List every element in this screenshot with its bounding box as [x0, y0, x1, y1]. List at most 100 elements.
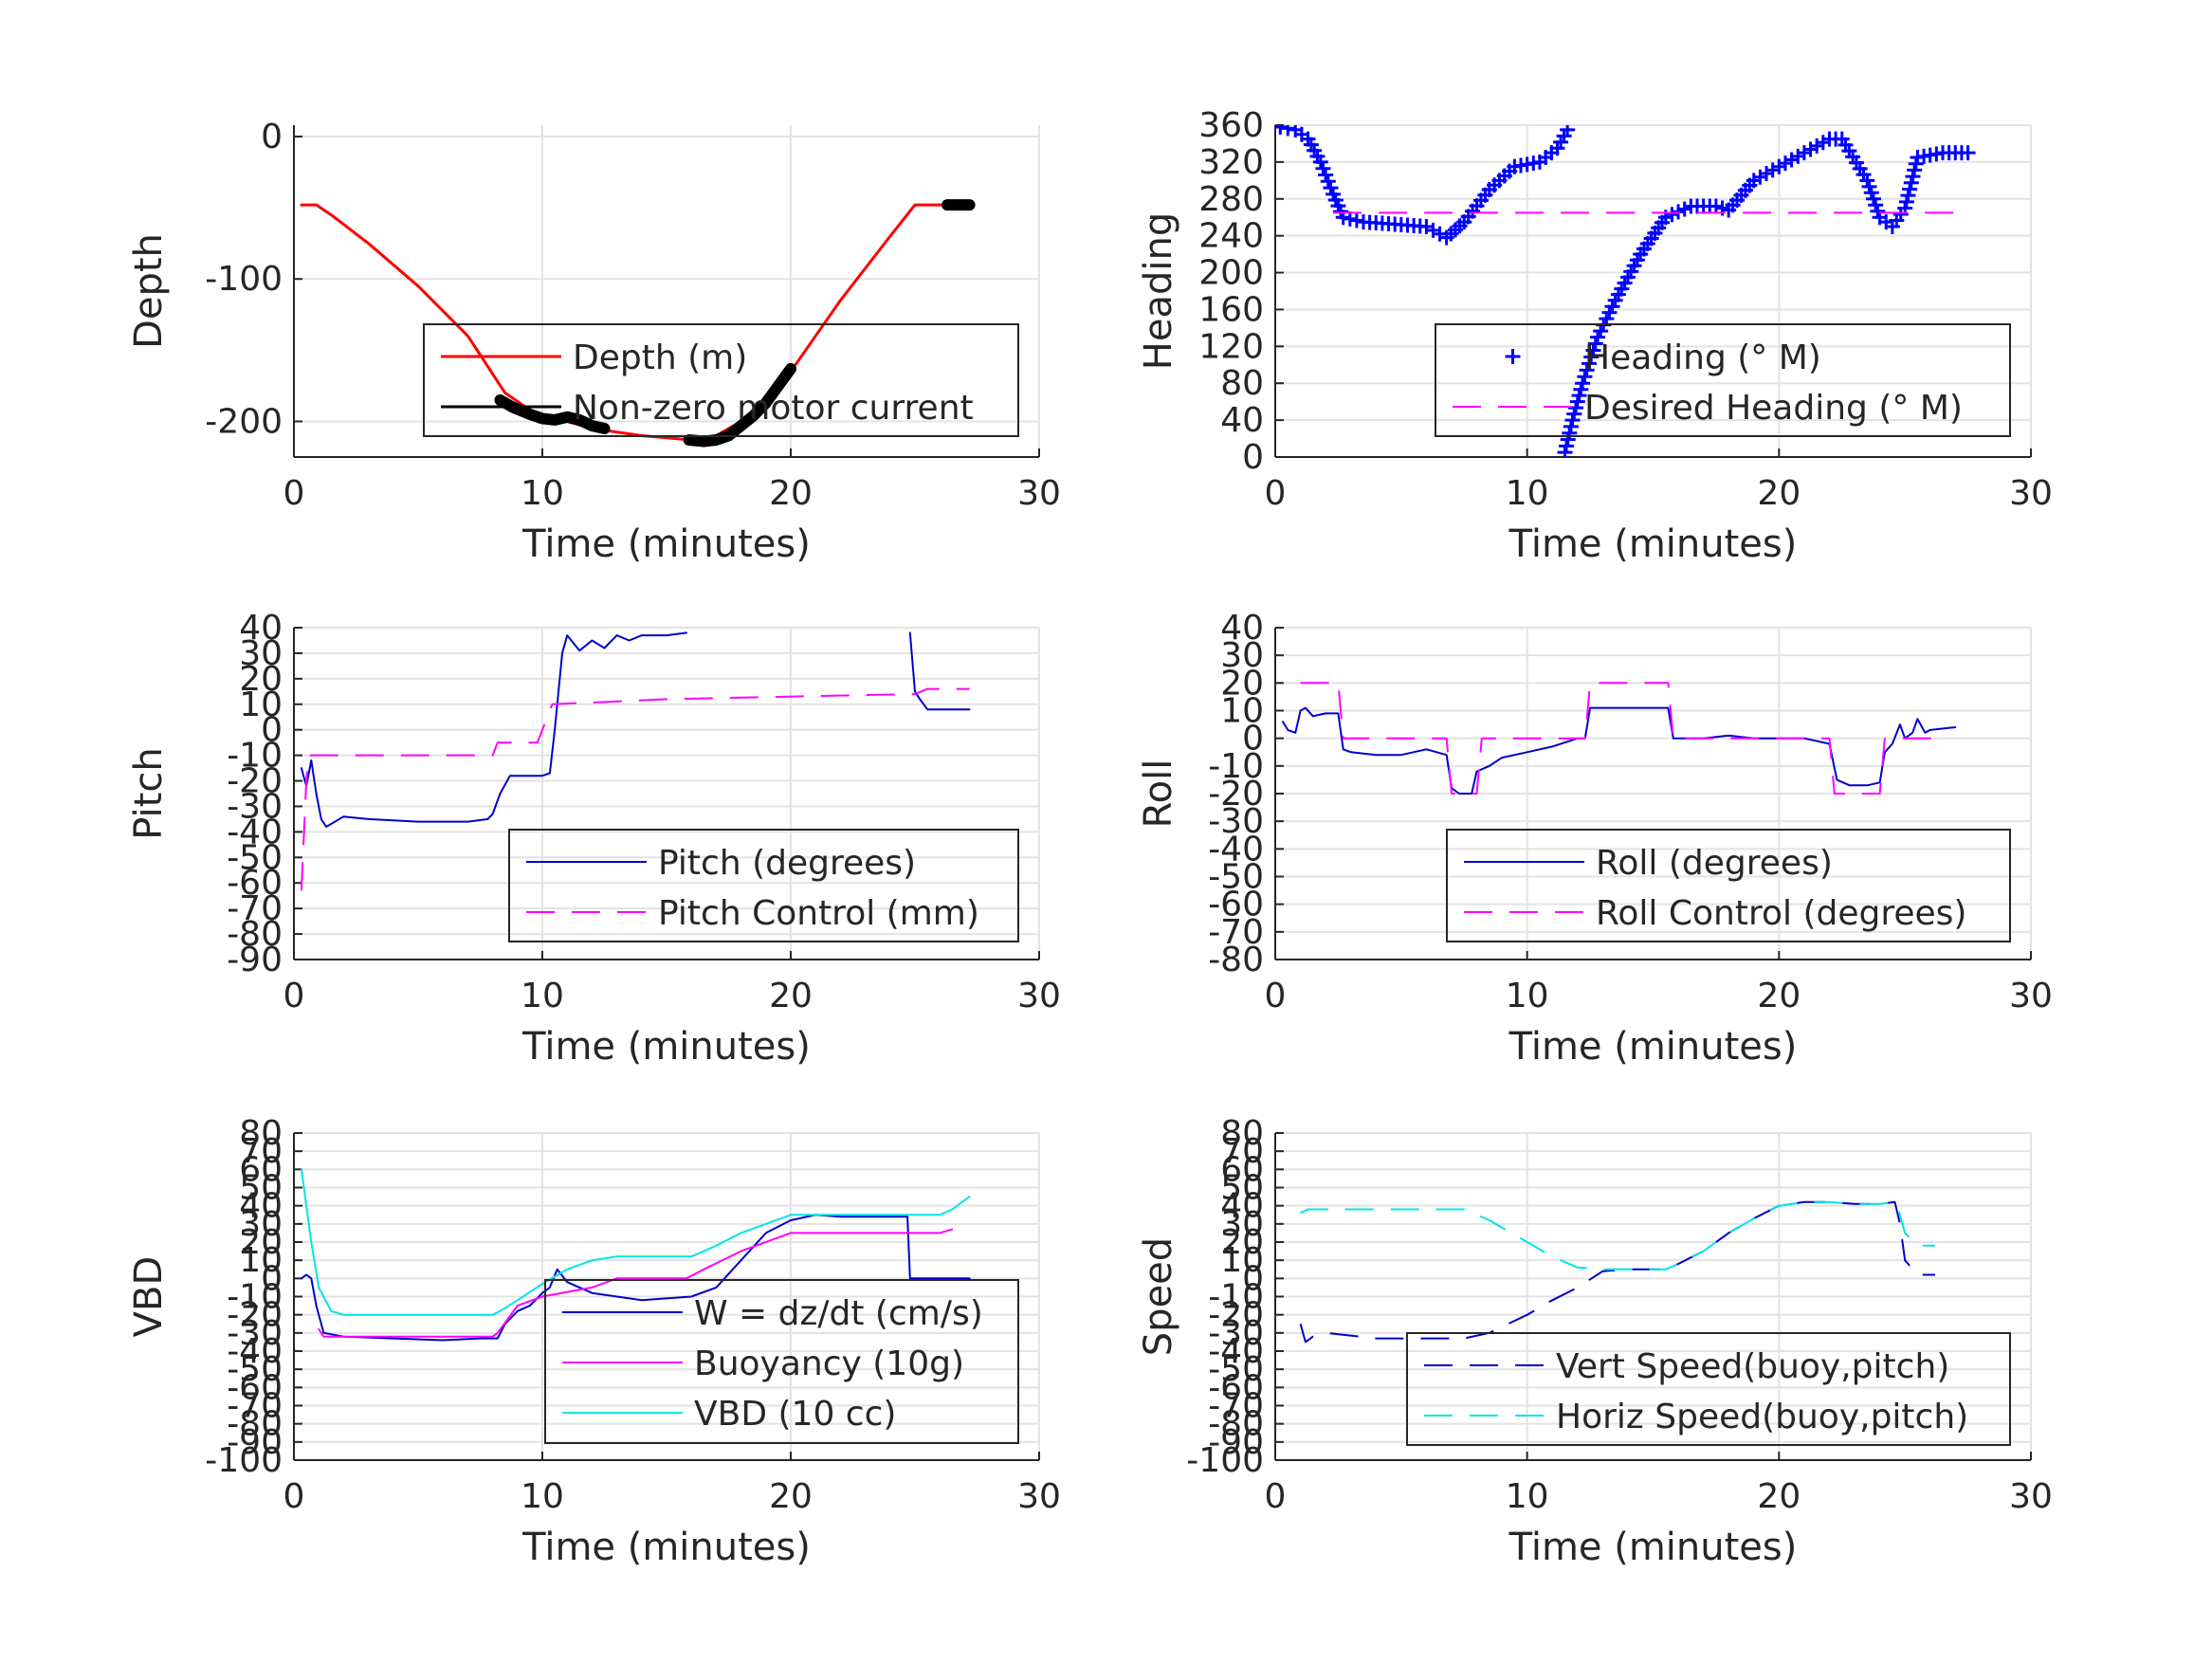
y-tick-label: 20	[1220, 1223, 1264, 1262]
x-tick-label: 0	[283, 474, 305, 513]
x-axis-label: Time (minutes)	[521, 1526, 811, 1569]
x-tick-label: 10	[1506, 977, 1549, 1015]
y-tick-label: 30	[1220, 636, 1264, 675]
legend-label: Desired Heading (° M)	[1584, 389, 1963, 428]
y-tick-label: -60	[227, 1368, 283, 1407]
x-tick-label: 0	[283, 977, 305, 1015]
y-tick-label: 50	[1220, 1169, 1264, 1208]
x-tick-label: 0	[1265, 977, 1287, 1015]
y-tick-label: 30	[239, 634, 283, 673]
y-tick-label: -90	[227, 1423, 283, 1462]
series-line	[1299, 1200, 1935, 1344]
x-tick-label: 10	[521, 977, 564, 1015]
legend-swatch	[1505, 349, 1521, 364]
chart-6: 0 10 20 3080706050403020100-10-20-30-40-50-…	[1137, 1114, 2053, 1569]
legend-box	[423, 323, 1019, 437]
y-axis-label: Roll	[1137, 759, 1180, 829]
legend: Roll (degrees) Roll Control (degrees)	[1446, 829, 2011, 942]
legend-label: W = dz/dt (cm/s)	[694, 1294, 983, 1333]
y-tick-label: 40	[1220, 401, 1264, 440]
legend-box	[1435, 323, 2011, 437]
legend-box	[1446, 829, 2011, 942]
data-layer	[1299, 1200, 1935, 1344]
x-axis-label: Time (minutes)	[1508, 1526, 1798, 1569]
x-tick-label: 30	[2009, 977, 2053, 1015]
y-tick-label: 10	[239, 1241, 283, 1280]
y-tick-label: -50	[1208, 1350, 1264, 1389]
y-tick-label: 50	[239, 1169, 283, 1208]
y-tick-label: -10	[1208, 747, 1264, 786]
y-tick-label: -70	[1208, 913, 1264, 952]
x-tick-label: 10	[521, 1477, 564, 1516]
x-axis-label: Time (minutes)	[1508, 1025, 1798, 1069]
y-tick-label: 10	[1220, 692, 1264, 731]
y-tick-label: 280	[1198, 180, 1264, 219]
series-line	[300, 1168, 971, 1316]
heading-marker	[1560, 125, 1576, 137]
y-tick-label: 0	[1242, 1259, 1264, 1298]
legend-label: Pitch Control (mm)	[658, 894, 979, 933]
y-axis-label: VBD	[127, 1256, 171, 1338]
y-axis-label: Pitch	[127, 747, 171, 839]
legend-label: Buoyancy (10g)	[694, 1344, 964, 1383]
x-tick-label: 30	[1017, 1477, 1061, 1516]
legend-label: Roll Control (degrees)	[1596, 894, 1966, 933]
x-tick-label: 0	[1265, 1477, 1287, 1516]
series-line	[318, 1228, 954, 1338]
y-tick-label: 240	[1198, 217, 1264, 256]
y-tick-label: -70	[227, 889, 283, 928]
legend: Heading (° M) Desired Heading (° M)	[1435, 323, 2011, 437]
y-tick-label: -30	[1208, 802, 1264, 841]
ticks: 0 10 20 30 0 -100 -200	[205, 118, 1061, 513]
series-line	[908, 631, 971, 711]
chart-3: 0 10 20 30403020100-10-20-30-40-50-60-70-80…	[127, 609, 1061, 1069]
chart-5: 0 10 20 3080706050403020100-10-20-30-40-50-…	[127, 1114, 1061, 1569]
y-tick-label: -30	[227, 1314, 283, 1353]
y-axis-label: Depth	[127, 233, 171, 349]
y-tick-label: -60	[227, 864, 283, 903]
y-tick-label: -100	[205, 1441, 283, 1480]
y-tick-label: 0	[1242, 438, 1264, 477]
y-tick-label: 70	[239, 1132, 283, 1171]
heading-marker	[1342, 210, 1358, 227]
y-tick-label: 70	[1220, 1132, 1264, 1171]
ticks: 0 10 20 3080706050403020100-10-20-30-40-50-…	[1186, 1114, 2053, 1516]
legend-box	[508, 829, 1019, 942]
y-tick-label: 10	[1220, 1241, 1264, 1280]
y-tick-label: 0	[1242, 720, 1264, 759]
heading-marker	[1577, 369, 1593, 385]
x-axis-label: Time (minutes)	[1508, 522, 1798, 566]
y-tick-label: -80	[227, 1405, 283, 1444]
x-axis-label: Time (minutes)	[521, 522, 811, 566]
y-tick-label: 160	[1198, 290, 1264, 329]
legend-label: Non-zero motor current	[573, 389, 974, 428]
heading-marker	[1575, 375, 1591, 392]
data-layer	[300, 631, 971, 891]
heading-marker	[1579, 362, 1595, 378]
chart-1: 0 10 20 30 0 -100 -200 Time (minutes) Depth Depth…	[127, 118, 1061, 566]
y-tick-label: -200	[205, 402, 283, 441]
y-tick-label: 20	[1220, 664, 1264, 703]
x-tick-label: 20	[769, 474, 813, 513]
legend-label: Roll (degrees)	[1596, 844, 1833, 883]
series-line	[683, 362, 796, 448]
x-tick-label: 30	[1017, 474, 1061, 513]
x-tick-label: 0	[283, 1477, 305, 1516]
x-tick-label: 20	[769, 977, 813, 1015]
heading-marker	[1587, 336, 1603, 352]
x-tick-label: 20	[1757, 977, 1801, 1015]
y-tick-label: -100	[1186, 1441, 1264, 1480]
x-tick-label: 10	[1506, 1477, 1549, 1516]
ticks: 0 10 20 3080706050403020100-10-20-30-40-50-…	[205, 1114, 1061, 1516]
legend: Pitch (degrees) Pitch Control (mm)	[508, 829, 1019, 942]
y-tick-label: -40	[1208, 1332, 1264, 1371]
y-tick-label: 40	[239, 609, 283, 648]
x-tick-label: 10	[521, 474, 564, 513]
x-tick-label: 20	[1757, 1477, 1801, 1516]
legend: Vert Speed(buoy,pitch) Horiz Speed(buoy,p…	[1406, 1332, 2011, 1446]
legend-label: Heading (° M)	[1584, 338, 1821, 377]
y-tick-label: 20	[239, 660, 283, 699]
